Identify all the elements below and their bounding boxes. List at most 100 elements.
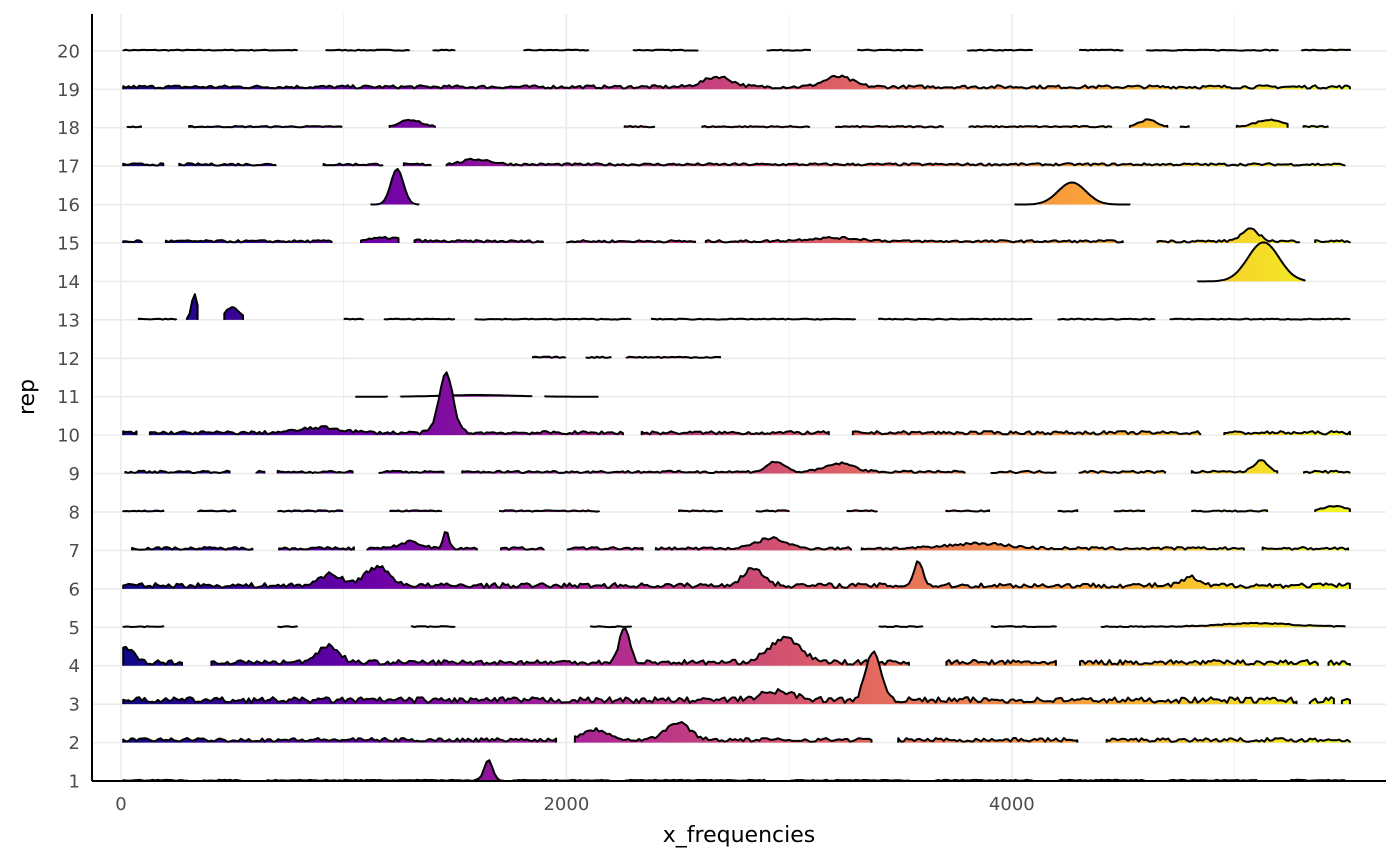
ridge-outline bbox=[878, 625, 924, 628]
ridge-rep-7 bbox=[131, 531, 1350, 551]
ridge-outline bbox=[185, 293, 199, 320]
x-tick-label: 2000 bbox=[543, 794, 589, 815]
ridge-outline bbox=[990, 625, 1057, 628]
ridge-outline bbox=[1261, 546, 1350, 551]
ridge-outline bbox=[1314, 239, 1351, 244]
ridge-outline bbox=[755, 509, 790, 513]
ridge-outline bbox=[1057, 509, 1079, 513]
y-tick-label: 11 bbox=[57, 387, 80, 408]
ridge-rep-18 bbox=[126, 118, 1329, 129]
ridge-outline bbox=[432, 48, 456, 52]
y-tick-label: 10 bbox=[57, 426, 80, 447]
ridge-outline bbox=[410, 625, 456, 628]
ridge-outline bbox=[148, 371, 624, 436]
ridge-outline bbox=[1100, 621, 1346, 628]
ridge-outline bbox=[1223, 430, 1351, 436]
ridge-outline bbox=[1191, 509, 1269, 513]
ridge-outline bbox=[1300, 48, 1351, 52]
ridge-outline bbox=[266, 759, 504, 782]
ridge-outline bbox=[122, 737, 558, 743]
ridge-rep-2 bbox=[122, 721, 1351, 743]
ridge-outline bbox=[1303, 469, 1351, 474]
ridge-outline bbox=[1057, 317, 1156, 321]
ridge-outline bbox=[122, 239, 143, 244]
ridge-outline bbox=[137, 317, 178, 321]
ridge-rep-19 bbox=[122, 74, 1351, 90]
ridge-area bbox=[267, 760, 503, 781]
ridge-outline bbox=[966, 48, 1033, 52]
ridge-outline bbox=[1340, 697, 1351, 705]
ridge-area bbox=[211, 628, 909, 666]
ridge-outline bbox=[1105, 737, 1351, 743]
ridge-outline bbox=[126, 125, 142, 129]
y-tick-label: 3 bbox=[69, 695, 80, 716]
ridge-outline bbox=[1079, 659, 1319, 666]
ridge-rep-14 bbox=[1196, 241, 1306, 283]
ridge-outline bbox=[897, 737, 1079, 743]
ridge-outline bbox=[766, 48, 811, 52]
ridge-outline bbox=[383, 317, 456, 321]
ridge-outline bbox=[122, 560, 1351, 589]
ridge-outline bbox=[1302, 125, 1329, 129]
ridge-area bbox=[224, 307, 243, 320]
ridge-outline bbox=[1128, 118, 1169, 128]
ridge-outline bbox=[1196, 241, 1306, 283]
ridge-outline bbox=[178, 162, 277, 167]
ridge-outline bbox=[846, 509, 878, 513]
ridge-outline bbox=[399, 394, 533, 398]
ridge-outline bbox=[945, 659, 1057, 666]
y-tick-label: 6 bbox=[69, 579, 80, 600]
ridge-area bbox=[186, 294, 198, 320]
ridge-outline bbox=[654, 536, 852, 551]
ridges bbox=[122, 48, 1351, 782]
ridge-outline bbox=[623, 125, 656, 129]
y-tick-label: 1 bbox=[69, 772, 80, 793]
x-tick-label: 0 bbox=[115, 794, 126, 815]
y-tick-label: 20 bbox=[57, 41, 80, 62]
y-tick-label: 7 bbox=[69, 541, 80, 562]
ridge-outline bbox=[369, 167, 420, 206]
ridge-outline bbox=[878, 317, 1033, 321]
ridge-outline bbox=[678, 509, 723, 513]
ridge-outline bbox=[1078, 469, 1167, 474]
ridge-outline bbox=[632, 48, 699, 52]
y-tick-label: 18 bbox=[57, 118, 80, 139]
x-axis-title: x_frequencies bbox=[663, 823, 815, 848]
ridge-outline bbox=[223, 306, 244, 320]
ridge-rep-12 bbox=[532, 355, 722, 359]
ridge-outline bbox=[1156, 227, 1301, 244]
ridge-outline bbox=[990, 469, 1057, 474]
y-tick-label: 2 bbox=[69, 733, 80, 754]
ridge-outline bbox=[701, 125, 811, 129]
ridge-outline bbox=[343, 317, 365, 321]
ridge-outline bbox=[968, 125, 1113, 129]
y-tick-label: 5 bbox=[69, 618, 80, 639]
ridge-outline bbox=[1169, 317, 1351, 321]
ridge-outline bbox=[255, 469, 266, 474]
ridge-area bbox=[1309, 697, 1334, 705]
ridge-outline bbox=[1327, 659, 1351, 666]
ridge-rep-1 bbox=[122, 759, 1346, 782]
ridge-outline bbox=[625, 355, 722, 359]
ridge-outline bbox=[122, 162, 165, 167]
y-tick-label: 17 bbox=[57, 157, 80, 178]
ridge-rep-6 bbox=[122, 560, 1351, 589]
y-tick-label: 8 bbox=[69, 502, 80, 523]
ridge-outline bbox=[122, 430, 138, 436]
ridge-area bbox=[1197, 242, 1305, 282]
ridge-rep-8 bbox=[122, 505, 1351, 513]
ridge-rep-3 bbox=[122, 650, 1351, 705]
ridge-area bbox=[370, 168, 419, 205]
ridge-area bbox=[389, 119, 435, 128]
ridge-outline bbox=[389, 509, 443, 513]
ridge-rep-11 bbox=[355, 394, 599, 398]
ridge-outline bbox=[278, 546, 355, 551]
ridge-outline bbox=[413, 238, 544, 244]
ridge-outline bbox=[566, 546, 644, 551]
ridge-outline bbox=[388, 118, 436, 128]
ridge-outline bbox=[945, 509, 991, 513]
y-tick-label: 16 bbox=[57, 195, 80, 216]
y-tick-label: 15 bbox=[57, 233, 80, 254]
ridge-outline bbox=[445, 157, 1346, 167]
